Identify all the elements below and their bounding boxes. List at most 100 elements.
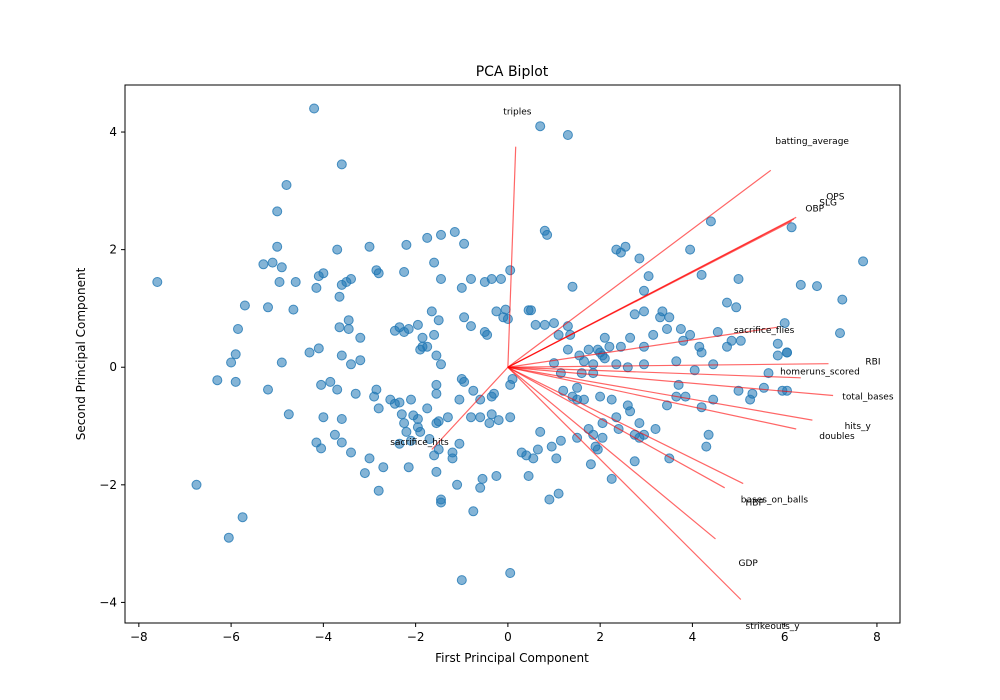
scatter-point — [237, 512, 248, 523]
scatter-point — [634, 418, 645, 429]
scatter-point — [475, 412, 486, 423]
scatter-point — [528, 453, 539, 464]
scatter-point — [551, 453, 562, 464]
loading-vector-batting-average — [507, 169, 772, 368]
scatter-point — [722, 297, 732, 308]
scatter-point — [696, 402, 707, 413]
scatter-point — [583, 344, 594, 355]
scatter-point — [394, 322, 405, 333]
scatter-point — [562, 130, 573, 140]
x-axis-label: First Principal Component — [435, 651, 589, 665]
scatter-point — [523, 305, 534, 316]
x-tick-label: −6 — [222, 630, 240, 644]
scatter-point — [378, 462, 389, 473]
scatter-point — [555, 435, 566, 446]
chart-title: PCA Biplot — [476, 64, 549, 80]
scatter-point — [572, 382, 583, 393]
scatter-point — [396, 409, 407, 420]
scatter-point — [579, 394, 589, 405]
scatter-point — [595, 391, 606, 402]
scatter-point — [364, 241, 375, 252]
loading-vectors — [431, 146, 834, 600]
scatter-point — [336, 159, 347, 170]
scatter-point — [212, 375, 223, 386]
scatter-point — [454, 394, 465, 405]
scatter-point — [553, 488, 564, 499]
scatter-point — [290, 277, 301, 287]
loading-vector-hbp — [507, 366, 725, 489]
scatter-point — [544, 494, 555, 505]
scatter-point — [417, 332, 428, 343]
scatter-point — [436, 494, 446, 505]
scatter-point — [590, 441, 601, 452]
loading-label-strikeouts-y: strikeouts_y — [746, 622, 801, 632]
scatter-point — [835, 328, 845, 339]
x-tick-label: 2 — [596, 630, 604, 644]
x-axis-ticks: −8 −6 −4 −2 0 2 4 6 8 — [130, 623, 881, 644]
scatter-point — [502, 314, 513, 324]
scatter-point — [779, 318, 790, 329]
scatter-point — [685, 329, 696, 340]
scatter-point — [639, 359, 649, 370]
scatter-point — [373, 403, 384, 414]
scatter-point — [263, 384, 273, 395]
scatter-point — [484, 418, 495, 429]
loading-vector-homeruns-scored — [507, 366, 801, 379]
scatter-point — [643, 271, 654, 282]
scatter-point — [812, 281, 822, 292]
scatter-point — [452, 479, 463, 490]
scatter-point — [615, 341, 626, 352]
scatter-point — [346, 359, 356, 370]
scatter-point — [505, 412, 516, 423]
loading-vector-obp — [507, 220, 792, 368]
scatter-point — [549, 318, 559, 329]
scatter-point — [650, 424, 661, 434]
scatter-point — [599, 353, 610, 364]
scatter-point — [403, 462, 414, 473]
loading-vector-strikeouts-y — [507, 366, 742, 600]
plot-frame — [124, 84, 901, 624]
scatter-point — [406, 435, 416, 446]
loading-vector-sacrifice-hits — [431, 366, 509, 450]
scatter-point — [763, 368, 774, 379]
scatter-point — [664, 312, 675, 323]
x-tick-label: 8 — [873, 630, 881, 644]
scatter-point — [611, 244, 622, 255]
scatter-point — [431, 466, 442, 477]
scatter-point — [226, 357, 237, 368]
scatter-point — [708, 359, 719, 370]
y-axis-ticks: −4 −2 0 2 4 — [99, 125, 125, 609]
scatter-point — [629, 456, 640, 467]
scatter-point — [535, 426, 546, 437]
scatter-point — [394, 438, 405, 449]
scatter-point — [401, 239, 412, 250]
scatter-point — [546, 441, 557, 452]
scatter-point — [394, 397, 405, 408]
x-tick-label: 6 — [781, 630, 789, 644]
scatter-point — [433, 315, 444, 326]
scatter-point — [447, 447, 458, 458]
scatter-point — [313, 271, 324, 282]
scatter-point — [758, 382, 769, 393]
scatter-point — [431, 379, 442, 390]
scatter-point — [597, 432, 608, 443]
loading-label-hbp: HBP — [746, 498, 765, 508]
scatter-point — [795, 279, 806, 290]
scatter-point — [733, 385, 744, 396]
scatter-points — [152, 103, 869, 586]
loading-label-sacrifice-flies: sacrifice_flies — [734, 326, 795, 336]
scatter-point — [436, 274, 446, 284]
loading-vector-sacrifice-flies — [507, 326, 778, 368]
scatter-point — [507, 374, 518, 384]
scatter-point — [466, 412, 476, 423]
scatter-point — [272, 206, 283, 217]
y-tick-label: 0 — [109, 360, 117, 374]
scatter-point — [449, 227, 460, 237]
scatter-point — [599, 332, 610, 343]
scatter-point — [399, 418, 410, 429]
scatter-point — [350, 388, 361, 399]
scatter-point — [662, 324, 672, 334]
